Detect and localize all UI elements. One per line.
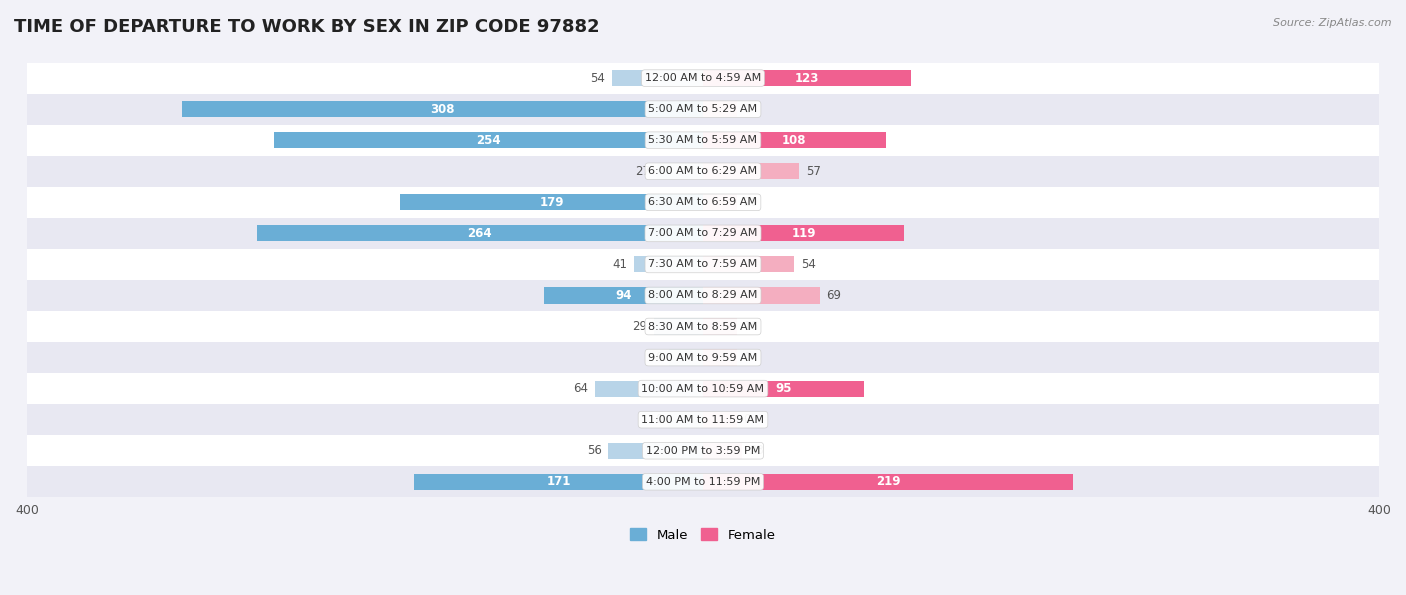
Text: 7:30 AM to 7:59 AM: 7:30 AM to 7:59 AM (648, 259, 758, 270)
Text: 6:30 AM to 6:59 AM: 6:30 AM to 6:59 AM (648, 198, 758, 207)
Bar (703, 412, 737, 428)
Text: 27: 27 (636, 165, 651, 178)
Text: 0: 0 (744, 413, 751, 426)
Text: 254: 254 (477, 134, 501, 147)
Text: 108: 108 (782, 134, 807, 147)
Text: 54: 54 (591, 71, 605, 84)
Bar (669, 412, 703, 428)
Bar (27, 187, 1379, 218)
Bar (27, 93, 1379, 125)
Text: 64: 64 (574, 382, 588, 395)
Text: 5:00 AM to 5:29 AM: 5:00 AM to 5:29 AM (648, 104, 758, 114)
Text: 95: 95 (775, 382, 792, 395)
Text: 11:00 AM to 11:59 AM: 11:00 AM to 11:59 AM (641, 415, 765, 425)
Bar (669, 349, 703, 366)
Text: 0: 0 (744, 103, 751, 115)
Bar (703, 443, 742, 459)
Text: 54: 54 (801, 258, 815, 271)
Text: 23: 23 (748, 444, 763, 457)
Text: 0: 0 (744, 351, 751, 364)
Bar (27, 218, 1379, 249)
Bar (27, 62, 1379, 93)
Text: 12:00 PM to 3:59 PM: 12:00 PM to 3:59 PM (645, 446, 761, 456)
Text: 264: 264 (468, 227, 492, 240)
Bar (413, 474, 703, 490)
Bar (703, 381, 863, 397)
Text: 57: 57 (806, 165, 821, 178)
Bar (703, 163, 800, 179)
Bar (27, 404, 1379, 435)
Bar (27, 311, 1379, 342)
Bar (27, 466, 1379, 497)
Bar (257, 226, 703, 242)
Bar (703, 256, 794, 273)
Bar (703, 287, 820, 303)
Text: 8:00 AM to 8:29 AM: 8:00 AM to 8:29 AM (648, 290, 758, 300)
Text: 29: 29 (633, 320, 647, 333)
Text: 219: 219 (876, 475, 900, 488)
Text: 4:00 PM to 11:59 PM: 4:00 PM to 11:59 PM (645, 477, 761, 487)
Text: 0: 0 (655, 413, 662, 426)
Bar (703, 226, 904, 242)
Bar (27, 249, 1379, 280)
Bar (183, 101, 703, 117)
Text: 20: 20 (744, 196, 758, 209)
Bar (609, 443, 703, 459)
Text: 179: 179 (540, 196, 564, 209)
Bar (544, 287, 703, 303)
Legend: Male, Female: Male, Female (626, 523, 780, 547)
Text: 171: 171 (547, 475, 571, 488)
Text: 5:30 AM to 5:59 AM: 5:30 AM to 5:59 AM (648, 135, 758, 145)
Bar (703, 194, 737, 211)
Text: 119: 119 (792, 227, 815, 240)
Text: 12:00 AM to 4:59 AM: 12:00 AM to 4:59 AM (645, 73, 761, 83)
Text: 16: 16 (744, 320, 759, 333)
Bar (654, 318, 703, 334)
Text: 308: 308 (430, 103, 456, 115)
Text: 8:30 AM to 8:59 AM: 8:30 AM to 8:59 AM (648, 321, 758, 331)
Bar (612, 70, 703, 86)
Bar (274, 132, 703, 148)
Bar (27, 435, 1379, 466)
Text: 41: 41 (612, 258, 627, 271)
Bar (27, 125, 1379, 156)
Bar (634, 256, 703, 273)
Bar (27, 342, 1379, 373)
Bar (401, 194, 703, 211)
Bar (703, 318, 737, 334)
Text: TIME OF DEPARTURE TO WORK BY SEX IN ZIP CODE 97882: TIME OF DEPARTURE TO WORK BY SEX IN ZIP … (14, 18, 600, 36)
Bar (703, 474, 1073, 490)
Bar (27, 156, 1379, 187)
Bar (27, 373, 1379, 404)
Bar (703, 101, 737, 117)
Text: 56: 56 (586, 444, 602, 457)
Bar (27, 280, 1379, 311)
Bar (703, 132, 886, 148)
Text: 123: 123 (794, 71, 820, 84)
Text: 9:00 AM to 9:59 AM: 9:00 AM to 9:59 AM (648, 353, 758, 362)
Text: 69: 69 (827, 289, 841, 302)
Text: Source: ZipAtlas.com: Source: ZipAtlas.com (1274, 18, 1392, 28)
Bar (658, 163, 703, 179)
Text: 6:00 AM to 6:29 AM: 6:00 AM to 6:29 AM (648, 166, 758, 176)
Bar (703, 349, 737, 366)
Bar (703, 70, 911, 86)
Text: 0: 0 (655, 351, 662, 364)
Text: 10:00 AM to 10:59 AM: 10:00 AM to 10:59 AM (641, 384, 765, 394)
Text: 94: 94 (616, 289, 631, 302)
Bar (595, 381, 703, 397)
Text: 7:00 AM to 7:29 AM: 7:00 AM to 7:29 AM (648, 228, 758, 239)
